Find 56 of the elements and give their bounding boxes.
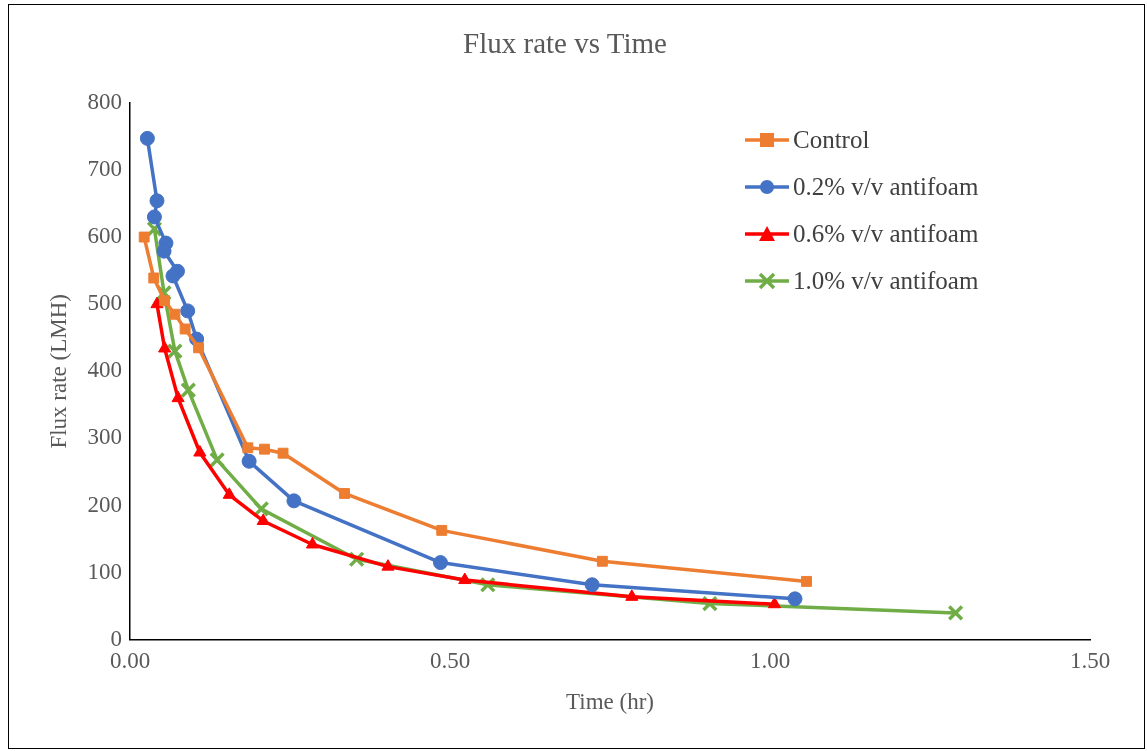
point xyxy=(159,295,171,307)
y-tick-label: 400 xyxy=(87,357,123,383)
y-tick-label: 200 xyxy=(87,491,123,517)
legend-label: 0.6% v/v antifoam xyxy=(793,219,979,248)
point xyxy=(149,193,165,209)
point xyxy=(138,231,150,243)
point xyxy=(179,323,191,335)
legend-label: 0.2% v/v antifoam xyxy=(793,172,979,201)
point xyxy=(381,559,395,571)
y-tick-label: 800 xyxy=(87,88,123,114)
y-tick-label: 100 xyxy=(87,558,123,584)
point xyxy=(241,453,257,469)
y-tick-label: 300 xyxy=(87,424,123,450)
y-tick-label: 600 xyxy=(87,223,123,249)
point xyxy=(801,575,812,587)
point xyxy=(156,243,172,259)
point xyxy=(625,589,639,601)
point xyxy=(305,536,320,549)
point xyxy=(146,209,162,225)
point xyxy=(256,513,270,525)
y-tick-label: 500 xyxy=(87,290,123,316)
point xyxy=(596,555,608,567)
point xyxy=(193,342,205,354)
point xyxy=(158,340,172,353)
point xyxy=(787,591,803,607)
point xyxy=(166,343,184,360)
point xyxy=(584,577,600,593)
point xyxy=(458,572,472,585)
point xyxy=(139,130,155,146)
point xyxy=(947,604,964,622)
y-axis-title: Flux rate (LMH) xyxy=(45,294,71,449)
legend-label: 1.0% v/v antifoam xyxy=(793,266,979,295)
point xyxy=(193,445,207,457)
point xyxy=(180,381,197,399)
x-tick-label: 0.50 xyxy=(429,647,471,673)
y-tick-label: 700 xyxy=(87,155,123,181)
point xyxy=(277,447,289,459)
chart-title: Flux rate vs Time xyxy=(463,27,667,60)
point xyxy=(432,555,448,571)
x-tick-label: 1.00 xyxy=(749,647,791,673)
point xyxy=(242,442,254,454)
point xyxy=(148,272,160,284)
point xyxy=(171,390,185,403)
legend-label: Control xyxy=(793,125,870,154)
point xyxy=(222,487,236,499)
point xyxy=(180,303,196,319)
point xyxy=(339,488,350,499)
x-tick-label: 1.50 xyxy=(1069,647,1111,673)
point xyxy=(165,268,181,284)
point xyxy=(259,443,270,455)
point xyxy=(253,500,270,518)
point xyxy=(436,524,448,536)
point xyxy=(209,451,226,469)
point xyxy=(169,308,181,320)
point xyxy=(286,493,302,509)
x-axis-title: Time (hr) xyxy=(566,689,655,715)
